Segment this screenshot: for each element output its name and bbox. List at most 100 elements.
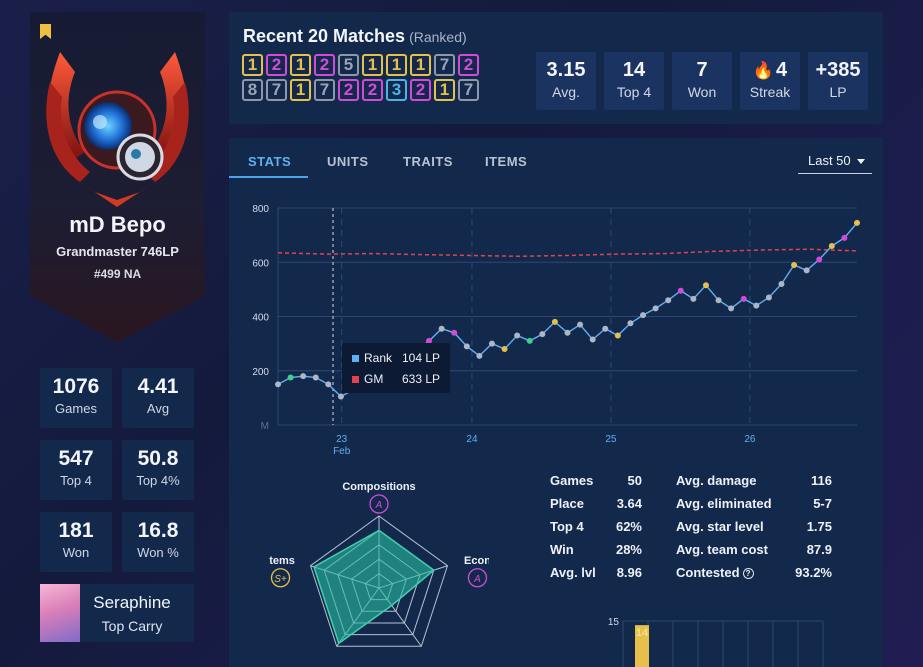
match-point[interactable] [665,297,672,304]
lp-gain-value: +385 [815,59,861,81]
match-point[interactable] [451,329,458,336]
match-point[interactable] [488,340,495,347]
match-point[interactable] [564,329,571,336]
placement-badge[interactable]: 2 [410,79,431,101]
tab-traits[interactable]: TRAITS [403,154,453,169]
placement-badge[interactable]: 1 [290,79,311,101]
stat-row: Contested? 93.2% [676,565,832,588]
stat-label-text: Top 4 [550,519,584,534]
stat-row: Games 50 [550,473,642,496]
match-point[interactable] [614,332,621,339]
match-point[interactable] [828,242,835,249]
avg-placement-value: 3.15 [546,59,586,81]
placement-badge[interactable]: 1 [242,54,263,76]
top-carry-card[interactable]: Seraphine Top Carry [40,584,194,642]
lp-gain-stat: +385 LP [808,52,868,110]
match-point[interactable] [589,336,596,343]
match-point[interactable] [765,294,772,301]
tab-units[interactable]: UNITS [327,154,369,169]
top4-value: 547 [58,447,94,470]
match-point[interactable] [677,287,684,294]
won-value: 181 [58,519,94,542]
match-point[interactable] [791,261,798,268]
match-point[interactable] [463,343,470,350]
bookmark-icon[interactable] [40,24,51,39]
won-tile: 181 Won [40,512,112,572]
match-point[interactable] [312,374,319,381]
match-point[interactable] [778,280,785,287]
stat-value: 28% [615,542,642,557]
match-point[interactable] [275,381,281,388]
placement-badge[interactable]: 2 [338,79,359,101]
top-carry-label: Top Carry [101,618,163,634]
placement-badge[interactable]: 7 [266,79,287,101]
match-point[interactable] [602,325,609,332]
match-point[interactable] [854,219,860,226]
stat-label: Contested? [676,565,754,580]
placement-badge[interactable]: 2 [314,54,335,76]
rank-swatch [352,355,359,362]
stat-label: Avg. eliminated [676,496,772,511]
placement-badge[interactable]: 1 [410,54,431,76]
match-point[interactable] [702,282,709,289]
placement-badge[interactable]: 7 [458,79,479,101]
tab-stats[interactable]: STATS [248,154,292,169]
y-min-label: M [261,421,269,432]
match-point[interactable] [715,297,722,304]
stat-label: Top 4 [550,519,584,534]
match-point[interactable] [728,305,735,312]
x-tick-label: 23 [336,434,348,445]
placement-badge[interactable]: 7 [314,79,335,101]
won-label: Won [62,545,90,560]
recent-title-text: Recent 20 Matches [243,26,406,46]
performance-radar-chart: ACompositionsAEconDS+S+Items [269,481,489,647]
match-point[interactable] [841,234,848,241]
flame-icon: 🔥 [752,61,775,80]
placement-badge[interactable]: 8 [242,79,263,101]
placement-badge[interactable]: 7 [434,54,455,76]
match-point[interactable] [627,320,634,327]
placement-badge[interactable]: 2 [362,79,383,101]
grandmaster-emblem [46,52,189,207]
match-point[interactable] [803,267,810,274]
placement-badge[interactable]: 2 [266,54,287,76]
match-point[interactable] [300,373,307,380]
profile-name: mD Bepo [69,212,166,237]
match-point[interactable] [337,393,344,400]
placement-badge[interactable]: 5 [338,54,359,76]
placement-badge[interactable]: 1 [290,54,311,76]
match-point[interactable] [438,325,445,332]
match-point[interactable] [325,381,332,388]
placement-badge[interactable]: 1 [362,54,383,76]
stat-label: Avg. star level [676,519,764,534]
match-point[interactable] [526,337,533,344]
top4-percent-value: 50.8 [137,447,179,470]
match-point[interactable] [514,332,521,339]
period-select[interactable]: Last 50 [798,150,872,174]
match-point[interactable] [426,337,433,344]
match-point[interactable] [501,346,508,353]
match-point[interactable] [690,295,697,302]
tab-items[interactable]: ITEMS [485,154,528,169]
placement-badge[interactable]: 1 [386,54,407,76]
stat-row: Top 4 62% [550,519,642,542]
match-point[interactable] [816,256,823,263]
match-point[interactable] [577,321,584,328]
avg-value: 4.41 [137,375,179,398]
match-point[interactable] [753,302,760,309]
match-point[interactable] [539,331,546,338]
match-point[interactable] [476,352,483,359]
y-tick-label: 15 [608,617,620,628]
radar-area [313,529,435,645]
placement-badge[interactable]: 2 [458,54,479,76]
match-point[interactable] [652,305,659,312]
match-point[interactable] [287,374,294,381]
match-point[interactable] [740,295,747,302]
match-point[interactable] [551,318,558,325]
help-icon[interactable]: ? [742,568,754,579]
avg-tile: 4.41 Avg [122,368,194,428]
match-point[interactable] [640,312,647,319]
placement-badge[interactable]: 1 [434,79,455,101]
placement-badge[interactable]: 3 [386,79,407,101]
